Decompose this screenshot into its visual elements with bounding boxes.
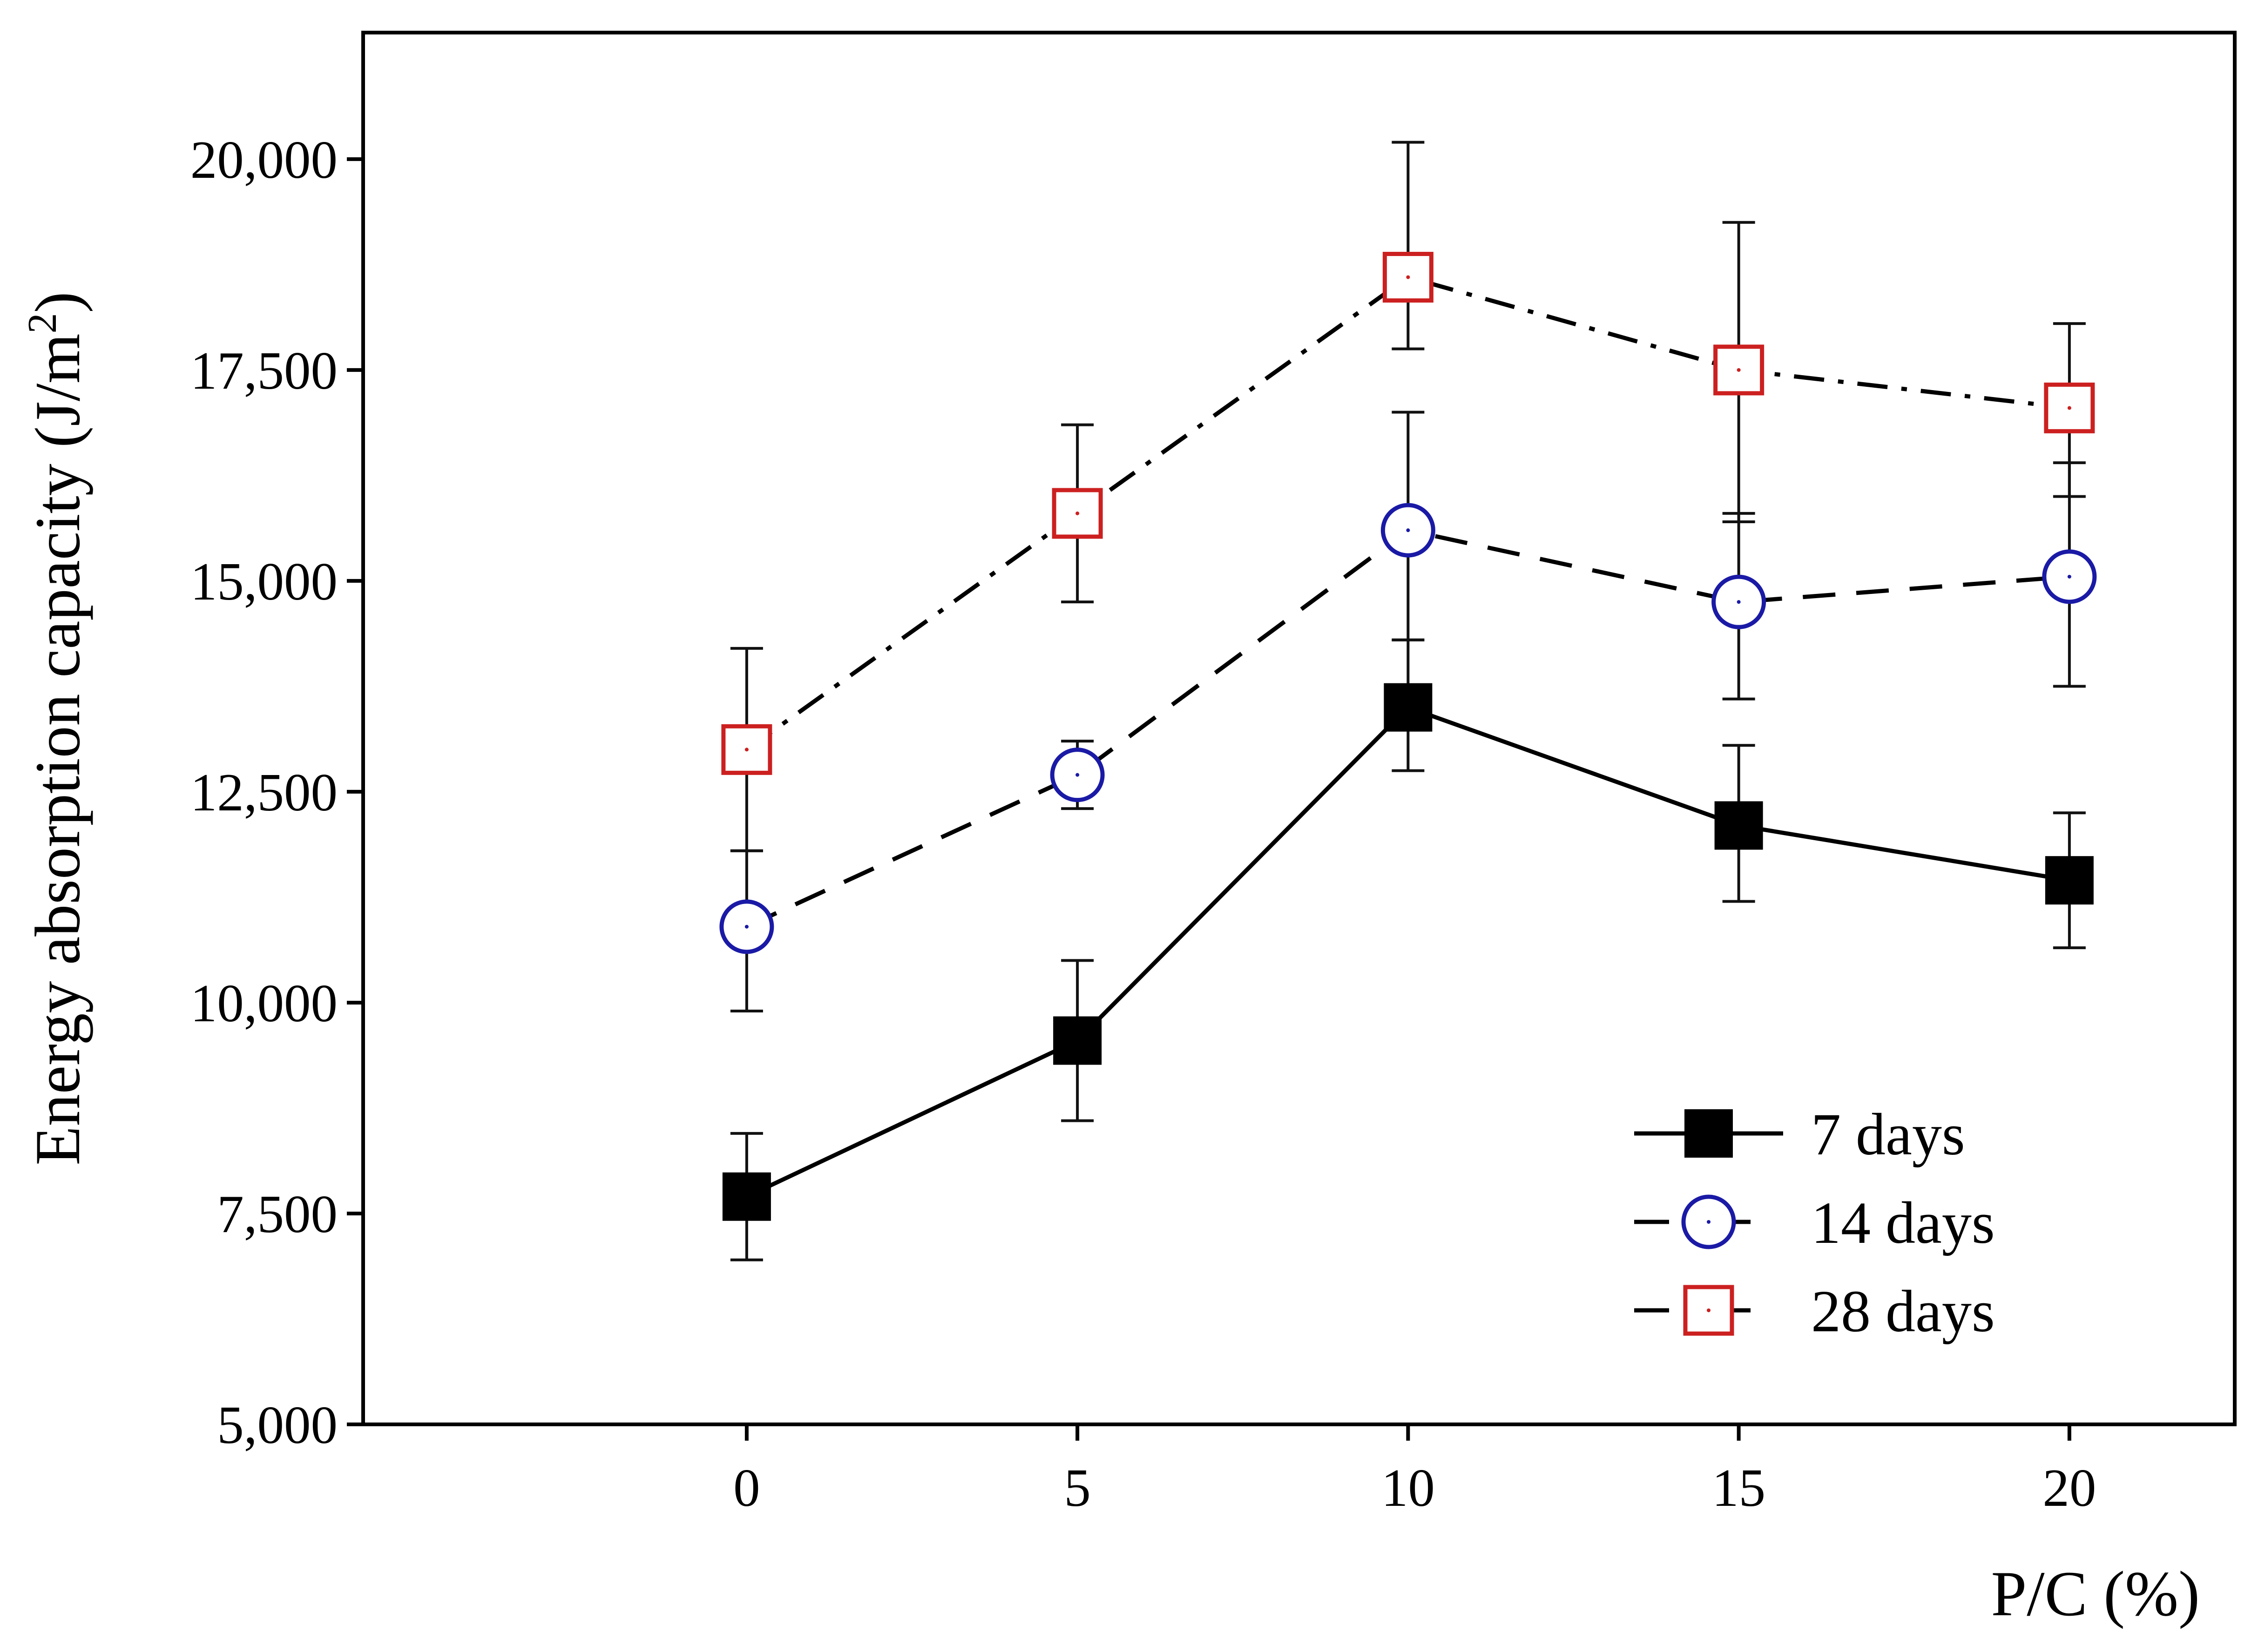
- data-point: [2045, 856, 2094, 905]
- x-tick-label: 20: [2042, 1458, 2096, 1517]
- series-14-days: [719, 411, 2097, 1013]
- y-tick-label: 5,000: [217, 1396, 338, 1455]
- data-point-dot: [2067, 406, 2071, 410]
- y-tick-label: 12,500: [190, 763, 338, 822]
- y-tick-label: 20,000: [190, 130, 338, 189]
- y-axis-title-close: ): [22, 291, 93, 313]
- series-layer: [719, 141, 2097, 1261]
- legend-marker-dot: [1707, 1220, 1711, 1224]
- legend-marker: [1683, 1285, 1734, 1336]
- x-axis: 0 5 10 15 20: [733, 1424, 2096, 1517]
- legend-label: 28 days: [1811, 1278, 1995, 1344]
- data-point-dot: [744, 924, 749, 929]
- series-7-days: [722, 638, 2094, 1261]
- data-point: [1384, 683, 1433, 732]
- legend-label: 14 days: [1811, 1190, 1995, 1256]
- x-tick-label: 5: [1064, 1458, 1091, 1517]
- y-tick-label: 15,000: [190, 552, 338, 611]
- data-point: [2044, 382, 2095, 433]
- x-tick-label: 0: [733, 1458, 760, 1517]
- data-point: [1714, 801, 1763, 850]
- y-tick-label: 10,000: [190, 974, 338, 1033]
- y-axis-title-superscript: 2: [20, 313, 65, 333]
- y-tick-label: 7,500: [217, 1185, 338, 1244]
- y-tick-label: 17,500: [190, 341, 338, 400]
- data-point-dot: [744, 748, 749, 752]
- x-axis-title: P/C (%): [1991, 1558, 2200, 1629]
- data-point-dot: [1406, 275, 1410, 279]
- data-point-dot: [2067, 574, 2071, 579]
- data-point: [722, 1172, 771, 1221]
- y-axis-title: Energy absorption capacity (J/m2): [20, 291, 93, 1165]
- legend-marker-dot: [1707, 1308, 1711, 1312]
- data-point: [1053, 1016, 1102, 1065]
- series-28-days: [721, 141, 2095, 852]
- x-tick-label: 10: [1381, 1458, 1435, 1517]
- legend-label: 7 days: [1811, 1101, 1965, 1167]
- y-axis: 5,000 7,500 10,000 12,500 15,000 17,500 20,000: [190, 130, 363, 1455]
- data-point-dot: [1737, 600, 1741, 604]
- data-point-dot: [1737, 368, 1741, 372]
- legend: 7 days 14 days 28 days: [1634, 1101, 1995, 1344]
- y-axis-title-main: Energy absorption capacity (J/m: [22, 333, 93, 1165]
- plot-frame: [361, 31, 2237, 1426]
- legend-marker: [1684, 1109, 1733, 1158]
- data-point-dot: [1406, 528, 1410, 533]
- x-tick-label: 15: [1712, 1458, 1765, 1517]
- data-point-dot: [1075, 773, 1080, 777]
- data-point-dot: [1075, 511, 1080, 515]
